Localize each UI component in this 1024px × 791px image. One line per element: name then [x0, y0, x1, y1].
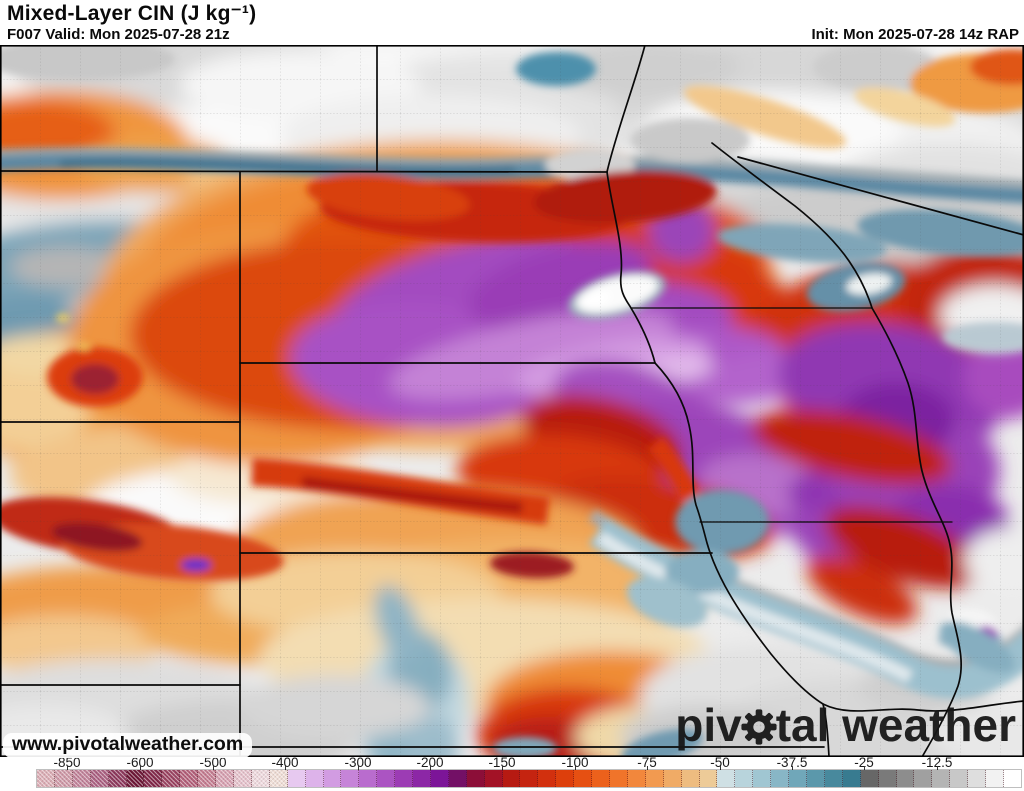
colorbar-segment — [896, 770, 915, 787]
colorbar-segment — [735, 770, 754, 787]
colorbar-tick-mark — [284, 766, 286, 770]
colorbar-segment — [162, 770, 181, 787]
colorbar-segment — [216, 770, 234, 787]
colorbar-segment — [645, 770, 664, 787]
header: Mixed-Layer CIN (J kg⁻¹) F007 Valid: Mon… — [0, 0, 1024, 45]
colorbar-segment — [663, 770, 682, 787]
colorbar-tick-mark — [936, 766, 938, 770]
brand-watermark: piv tal weather — [675, 698, 1016, 752]
init-time-label: Init: Mon 2025-07-28 14z RAP — [811, 26, 1019, 43]
colorbar-segment — [72, 770, 91, 787]
colorbar-segment — [180, 770, 199, 787]
colorbar-segment — [323, 770, 342, 787]
colorbar-tick-label: -600 — [126, 755, 154, 770]
colorbar-segment — [753, 770, 772, 787]
gear-icon — [741, 709, 777, 745]
colorbar-segment — [824, 770, 843, 787]
colorbar-segment — [430, 770, 449, 787]
colorbar-tick-label: -400 — [271, 755, 299, 770]
colorbar-tick-label: -100 — [561, 755, 589, 770]
colorbar-segment — [806, 770, 825, 787]
colorbar-segment — [37, 770, 55, 787]
colorbar-tick-label: -50 — [710, 755, 730, 770]
colorbar-segment — [90, 770, 109, 787]
colorbar-tick-mark — [719, 766, 721, 770]
colorbar-tick-label: -300 — [344, 755, 372, 770]
colorbar-segment — [341, 770, 360, 787]
colorbar-segment — [789, 770, 807, 787]
colorbar-segment — [771, 770, 790, 787]
map-frame — [0, 45, 1024, 757]
colorbar-segment — [878, 770, 897, 787]
brand-text-pre: piv — [675, 699, 742, 751]
colorbar-segment — [448, 770, 467, 787]
colorbar-tick-label: -37.5 — [776, 755, 808, 770]
colorbar-tick-mark — [66, 766, 68, 770]
colorbar-segment — [108, 770, 127, 787]
colorbar-tick-label: -850 — [53, 755, 81, 770]
colorbar-segment — [395, 770, 414, 787]
colorbar — [36, 769, 1022, 788]
colorbar-tick-label: -500 — [199, 755, 227, 770]
colorbar-segment — [466, 770, 485, 787]
colorbar-segment — [144, 770, 163, 787]
site-url-watermark: www.pivotalweather.com — [3, 733, 253, 758]
colorbar-segment — [269, 770, 288, 787]
colorbar-tick-mark — [501, 766, 503, 770]
colorbar-segment — [520, 770, 539, 787]
colorbar-segment — [717, 770, 736, 787]
colorbar-segment — [860, 770, 879, 787]
colorbar-segment — [538, 770, 557, 787]
valid-time-label: F007 Valid: Mon 2025-07-28 21z — [7, 26, 230, 43]
colorbar-segment — [233, 770, 252, 787]
colorbar-segment — [484, 770, 503, 787]
colorbar-tick-mark — [212, 766, 214, 770]
page-title: Mixed-Layer CIN (J kg⁻¹) — [7, 2, 257, 25]
colorbar-tick-label: -25 — [854, 755, 874, 770]
colorbar-segment — [502, 770, 521, 787]
colorbar-segment — [126, 770, 145, 787]
state-borders — [0, 45, 1024, 757]
colorbar-segment — [627, 770, 646, 787]
colorbar-tick-label: -75 — [637, 755, 657, 770]
colorbar-tick-label: -12.5 — [921, 755, 953, 770]
cin-forecast-map — [0, 45, 1024, 757]
colorbar-segment — [556, 770, 575, 787]
colorbar-tick-mark — [139, 766, 141, 770]
colorbar-segment — [198, 770, 217, 787]
colorbar-segment — [359, 770, 378, 787]
colorbar-footer: -850 -600 -500 -400 -300 -200 -150 -100 -75 -50 -3… — [0, 755, 1024, 791]
colorbar-tick-label: -150 — [488, 755, 516, 770]
colorbar-segment — [842, 770, 861, 787]
colorbar-segment — [699, 770, 718, 787]
colorbar-segment — [1003, 770, 1021, 787]
colorbar-tick-mark — [574, 766, 576, 770]
colorbar-tick-mark — [646, 766, 648, 770]
colorbar-segment — [592, 770, 610, 787]
colorbar-segment — [914, 770, 933, 787]
colorbar-segment — [610, 770, 628, 787]
colorbar-segment — [305, 770, 324, 787]
colorbar-segment — [932, 770, 951, 787]
colorbar-segment — [574, 770, 593, 787]
colorbar-tick-mark — [791, 766, 793, 770]
colorbar-segment — [287, 770, 306, 787]
colorbar-tick-label: -200 — [416, 755, 444, 770]
colorbar-segment — [968, 770, 987, 787]
colorbar-segment — [950, 770, 969, 787]
brand-text-post: tal weather — [775, 699, 1016, 751]
colorbar-segment — [986, 770, 1004, 787]
colorbar-segment — [681, 770, 700, 787]
map-canvas — [0, 45, 1024, 757]
colorbar-tick-mark — [357, 766, 359, 770]
county-lines — [0, 45, 1024, 757]
colorbar-segment — [377, 770, 396, 787]
colorbar-segment — [251, 770, 270, 787]
colorbar-tick-mark — [429, 766, 431, 770]
colorbar-segment — [54, 770, 73, 787]
colorbar-segment — [413, 770, 431, 787]
colorbar-tick-mark — [864, 766, 866, 770]
